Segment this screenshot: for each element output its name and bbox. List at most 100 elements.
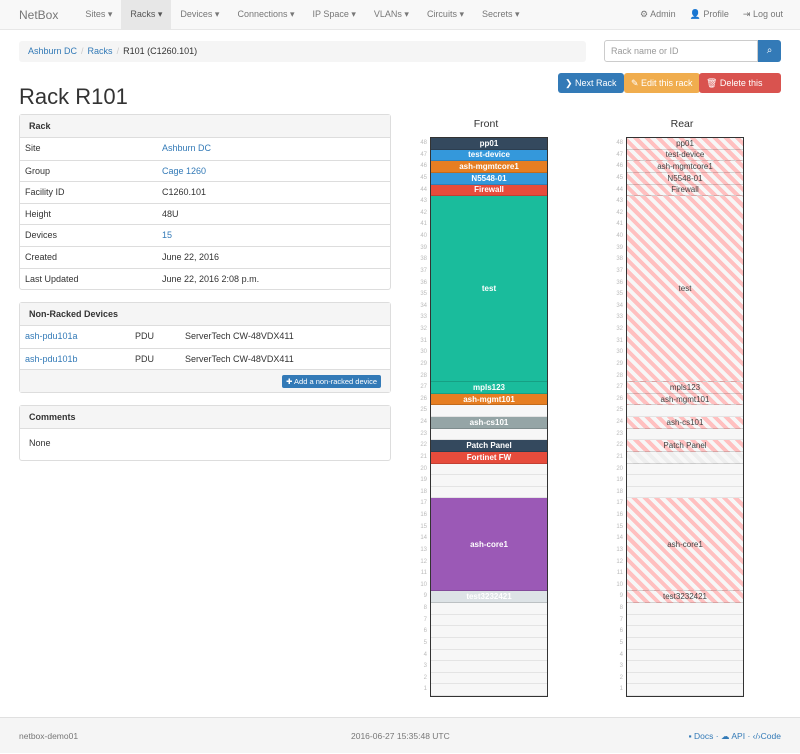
detail-value[interactable]: Ashburn DC	[162, 143, 212, 153]
unit-number: 40	[616, 233, 623, 239]
rack-unit-slot[interactable]	[431, 475, 547, 487]
rack-unit-slot[interactable]	[431, 638, 547, 650]
next-rack-button[interactable]: ❯ Next Rack	[558, 73, 624, 93]
rack-unit-slot[interactable]	[431, 650, 547, 662]
rack-device[interactable]: N5548-01	[431, 172, 547, 185]
nav-circuits[interactable]: Circuits ▾	[426, 9, 464, 19]
rack-device[interactable]: mpls123	[627, 382, 743, 394]
nav-devices[interactable]: Devices ▾	[180, 9, 220, 19]
rack-unit-slot[interactable]	[627, 464, 743, 476]
rack-unit-slot[interactable]	[627, 626, 743, 638]
rack-device[interactable]: ash-mgmtcore1	[431, 161, 547, 173]
unit-number: 25	[420, 407, 427, 414]
rack-unit-slot[interactable]	[431, 626, 547, 638]
device-link[interactable]: ash-pdu101a	[25, 331, 78, 341]
breadcrumb-racks[interactable]: Racks	[87, 46, 113, 56]
unit-number: 20	[420, 465, 427, 472]
rack-unit-slot[interactable]	[431, 615, 547, 627]
rack-search-input[interactable]	[604, 40, 758, 62]
delete-rack-button[interactable]: 🗑 Delete this rack	[699, 73, 781, 108]
rack-device[interactable]: Firewall	[627, 184, 743, 197]
code-link[interactable]: ‹/›Code	[753, 731, 781, 741]
detail-row: Facility ID C1260.101	[20, 181, 390, 203]
brand-logo[interactable]: NetBox	[19, 7, 59, 22]
rack-device[interactable]: mpls123	[431, 382, 547, 394]
rack-unit-slot[interactable]	[431, 603, 547, 615]
rack-device[interactable]: test-device	[431, 149, 547, 162]
nav-admin[interactable]: ⚙ Admin	[633, 0, 683, 29]
rack-device[interactable]: test3232421	[431, 591, 547, 603]
edit-rack-button[interactable]: ✎ Edit this rack	[624, 73, 700, 93]
rack-device[interactable]: N5548-01	[627, 172, 743, 185]
rack-unit-slot[interactable]	[431, 487, 547, 499]
rack-unit-slot[interactable]	[627, 615, 743, 627]
rack-device[interactable]: Firewall	[431, 184, 547, 197]
unit-number: 16	[420, 512, 427, 518]
rack-device[interactable]: ash-core1	[431, 498, 547, 592]
rack-device[interactable]: pp01	[431, 138, 547, 150]
unit-number: 44	[616, 186, 623, 193]
rack-device[interactable]: test	[627, 196, 743, 383]
rack-unit-slot[interactable]	[627, 673, 743, 685]
unit-number: 30	[420, 349, 427, 356]
search-button[interactable]: ⌕	[758, 40, 781, 62]
rack-device[interactable]: pp01	[627, 138, 743, 150]
detail-label: Facility ID	[25, 187, 65, 198]
docs-link[interactable]: ▪ Docs	[689, 731, 714, 741]
api-link[interactable]: ☁ API	[721, 731, 745, 741]
logout-icon: ⇥	[742, 9, 751, 19]
rack-unit-slot[interactable]	[627, 603, 743, 615]
detail-value[interactable]: Cage 1260	[162, 165, 207, 176]
nav-racks[interactable]: Racks ▾	[121, 0, 172, 29]
rack-unit-slot[interactable]	[431, 673, 547, 685]
nav-ip-space[interactable]: IP Space ▾	[312, 9, 356, 19]
detail-value[interactable]: 15	[162, 230, 173, 241]
unit-number: 42	[616, 209, 623, 216]
rack-device[interactable]: test	[431, 196, 547, 383]
nav-connections[interactable]: Connections ▾	[237, 9, 295, 19]
nav-secrets[interactable]: Secrets ▾	[481, 9, 520, 19]
nav-profile[interactable]: 👤 Profile	[683, 0, 736, 29]
rack-device[interactable]: Fortinet FW	[431, 451, 547, 464]
rack-device[interactable]: ash-cs101	[431, 417, 547, 429]
rack-device[interactable]: ash-mgmtcore1	[627, 161, 743, 173]
nav-logout[interactable]: ⇥ Log out	[736, 0, 790, 29]
rack-device[interactable]: test-device	[627, 149, 743, 162]
rack-unit-slot[interactable]	[627, 429, 743, 441]
detail-row: Height 48U	[20, 202, 390, 225]
rack-device[interactable]: Patch Panel	[627, 440, 743, 452]
rack-unit-slot[interactable]	[627, 661, 743, 673]
rack-unit-slot[interactable]	[627, 405, 743, 417]
rack-device[interactable]: test3232421	[627, 591, 743, 603]
rack-device[interactable]: ash-mgmt101	[431, 393, 547, 406]
rack-unit-slot[interactable]	[431, 684, 547, 696]
device-type: ServerTech CW-48VDX411	[185, 331, 294, 341]
rack-device[interactable]: ash-core1	[627, 498, 743, 592]
breadcrumb-site[interactable]: Ashburn DC	[28, 46, 78, 56]
rack-unit-slot[interactable]	[431, 429, 547, 441]
device-link[interactable]: ash-pdu101b	[25, 353, 78, 364]
rack-unit-slot[interactable]	[627, 487, 743, 499]
unit-number: 48	[616, 140, 623, 146]
rack-unit-slot[interactable]	[627, 475, 743, 487]
unit-number: 5	[619, 639, 623, 646]
detail-row: Last Updated June 22, 2016 2:08 p.m.	[20, 267, 390, 290]
search-icon: ⌕	[766, 45, 773, 56]
rack-device[interactable]: ash-mgmt101	[627, 393, 743, 406]
rack-unit-slot[interactable]	[627, 684, 743, 696]
rack-unit-slot[interactable]	[431, 661, 547, 673]
rack-device[interactable]: ash-cs101	[627, 417, 743, 429]
unit-number: 19	[420, 477, 427, 484]
breadcrumb-separator: /	[116, 46, 120, 56]
nav-sites[interactable]: Sites ▾	[85, 9, 113, 19]
nav-vlans[interactable]: VLANs ▾	[373, 9, 409, 19]
rack-unit-slot[interactable]	[431, 405, 547, 417]
unit-number: 2	[423, 674, 427, 681]
rack-unit-slot[interactable]	[627, 638, 743, 650]
detail-row: Devices 15	[20, 224, 390, 246]
add-non-racked-device-button[interactable]: ✚ Add a non-racked device	[282, 375, 381, 389]
rack-unit-slot[interactable]	[431, 464, 547, 476]
rack-unit-slot[interactable]	[627, 650, 743, 662]
rack-device[interactable]: Patch Panel	[431, 440, 547, 452]
unit-number: 20	[616, 465, 623, 472]
